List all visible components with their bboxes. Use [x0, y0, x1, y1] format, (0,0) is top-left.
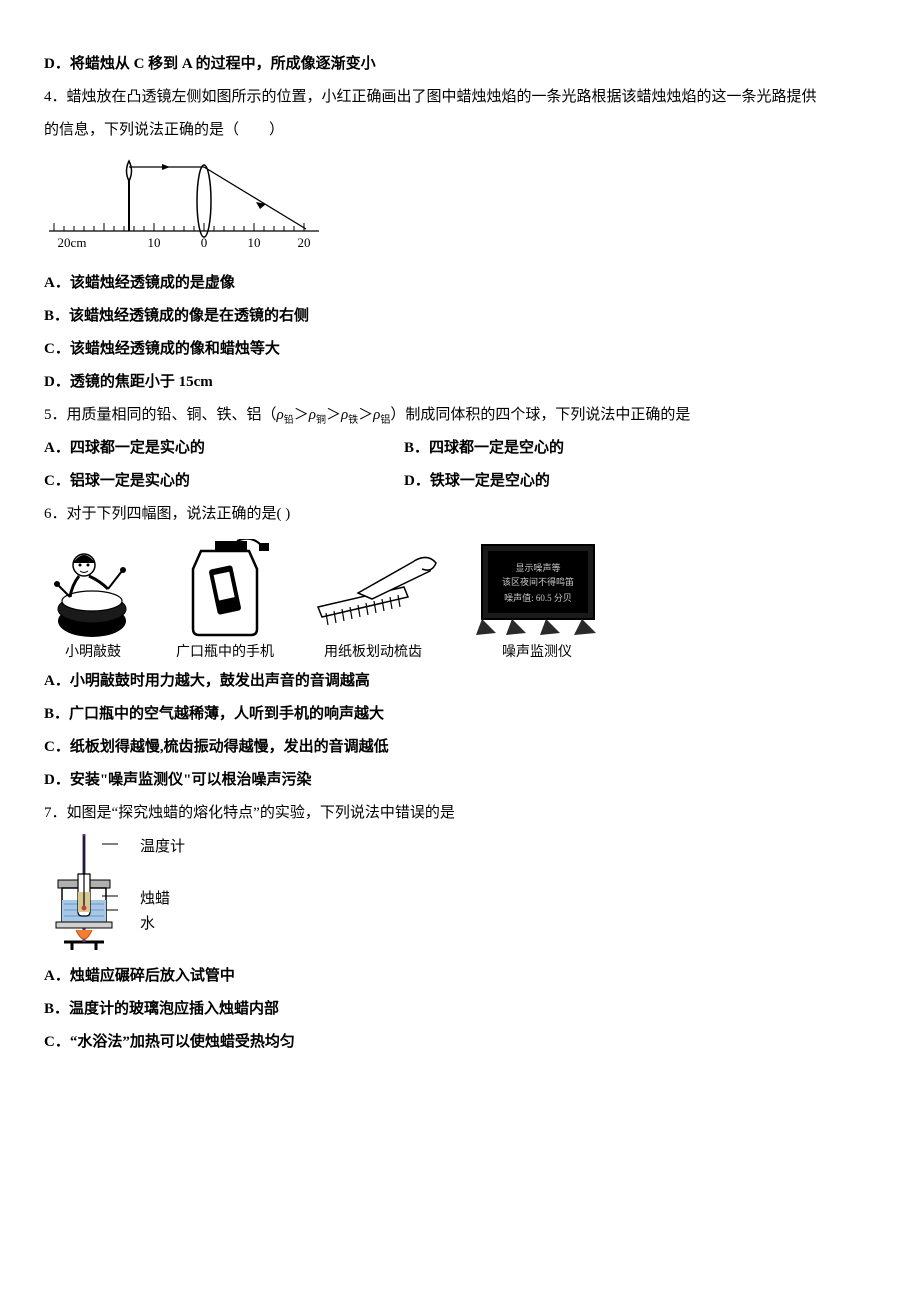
q7-figure: 温度计 烛蜡 水: [46, 834, 876, 954]
q6-caption-1: 小明敲鼓: [65, 643, 121, 663]
q6-option-d: D．安装"噪声监测仪"可以根治噪声污染: [44, 764, 876, 797]
svg-text:10: 10: [248, 235, 261, 250]
q3-option-d: D．将蜡烛从 C 移到 A 的过程中，所成像逐渐变小: [44, 48, 876, 81]
q4-stem-line2: 的信息，下列说法正确的是（ ）: [44, 114, 876, 147]
svg-text:0: 0: [201, 235, 208, 250]
q5-option-d: D．铁球一定是空心的: [404, 465, 550, 498]
q5-stem: 5．用质量相同的铅、铜、铁、铝（ρ铅＞ρ铜＞ρ铁＞ρ铝）制成同体积的四个球，下列…: [44, 399, 876, 432]
q4-option-c: C．该蜡烛经透镜成的像和蜡烛等大: [44, 333, 876, 366]
svg-text:噪声值: 60.5 分贝: 噪声值: 60.5 分贝: [504, 592, 572, 603]
q7-option-a: A．烛蜡应碾碎后放入试管中: [44, 960, 876, 993]
lens-diagram-icon: 20cm 10 0 10 20: [44, 153, 324, 263]
q6-caption-4: 噪声监测仪: [502, 643, 572, 663]
q7-stem: 7．如图是“探究烛蜡的熔化特点”的实验，下列说法中错误的是: [44, 797, 876, 830]
q4-option-b: B．该蜡烛经透镜成的像是在透镜的右侧: [44, 300, 876, 333]
water-bath-apparatus-icon: [46, 834, 132, 954]
svg-text:10: 10: [148, 235, 161, 250]
noise-monitor-icon: 显示噪声等 该区夜间不得鸣笛 噪声值: 60.5 分贝: [472, 537, 602, 639]
q5-option-b: B．四球都一定是空心的: [404, 432, 564, 465]
q6-option-a: A．小明敲鼓时用力越大，鼓发出声音的音调越高: [44, 665, 876, 698]
svg-text:该区夜间不得鸣笛: 该区夜间不得鸣笛: [502, 576, 574, 587]
svg-text:20: 20: [298, 235, 311, 250]
q6-option-c: C．纸板划得越慢,梳齿振动得越慢，发出的音调越低: [44, 731, 876, 764]
q6-caption-3: 用纸板划动梳齿: [324, 643, 422, 663]
comb-card-icon: [308, 549, 438, 639]
q6-stem: 6．对于下列四幅图，说法正确的是( ): [44, 498, 876, 531]
q4-option-d: D．透镜的焦距小于 15cm: [44, 366, 876, 399]
q4-figure: 20cm 10 0 10 20: [44, 153, 876, 263]
drum-boy-icon: [44, 541, 142, 639]
label-thermometer: 温度计: [140, 836, 185, 859]
q5-option-a: A．四球都一定是实心的: [44, 432, 404, 465]
q5-option-c: C．铝球一定是实心的: [44, 465, 404, 498]
q7-option-c: C．“水浴法”加热可以使烛蜡受热均匀: [44, 1026, 876, 1059]
q6-figures: 小明敲鼓 广口瓶中的手机 用纸板划动梳齿: [44, 537, 876, 663]
label-water: 水: [140, 913, 185, 936]
svg-text:显示噪声等: 显示噪声等: [515, 562, 560, 573]
svg-text:20cm: 20cm: [58, 235, 87, 250]
jar-phone-icon: [179, 539, 271, 639]
q4-option-a: A．该蜡烛经透镜成的是虚像: [44, 267, 876, 300]
q4-stem-line1: 4．蜡烛放在凸透镜左侧如图所示的位置，小红正确画出了图中蜡烛烛焰的一条光路根据该…: [44, 81, 876, 114]
q6-caption-2: 广口瓶中的手机: [176, 643, 274, 663]
q6-option-b: B．广口瓶中的空气越稀薄，人听到手机的响声越大: [44, 698, 876, 731]
q7-option-b: B．温度计的玻璃泡应插入烛蜡内部: [44, 993, 876, 1026]
label-wax: 烛蜡: [140, 888, 185, 911]
